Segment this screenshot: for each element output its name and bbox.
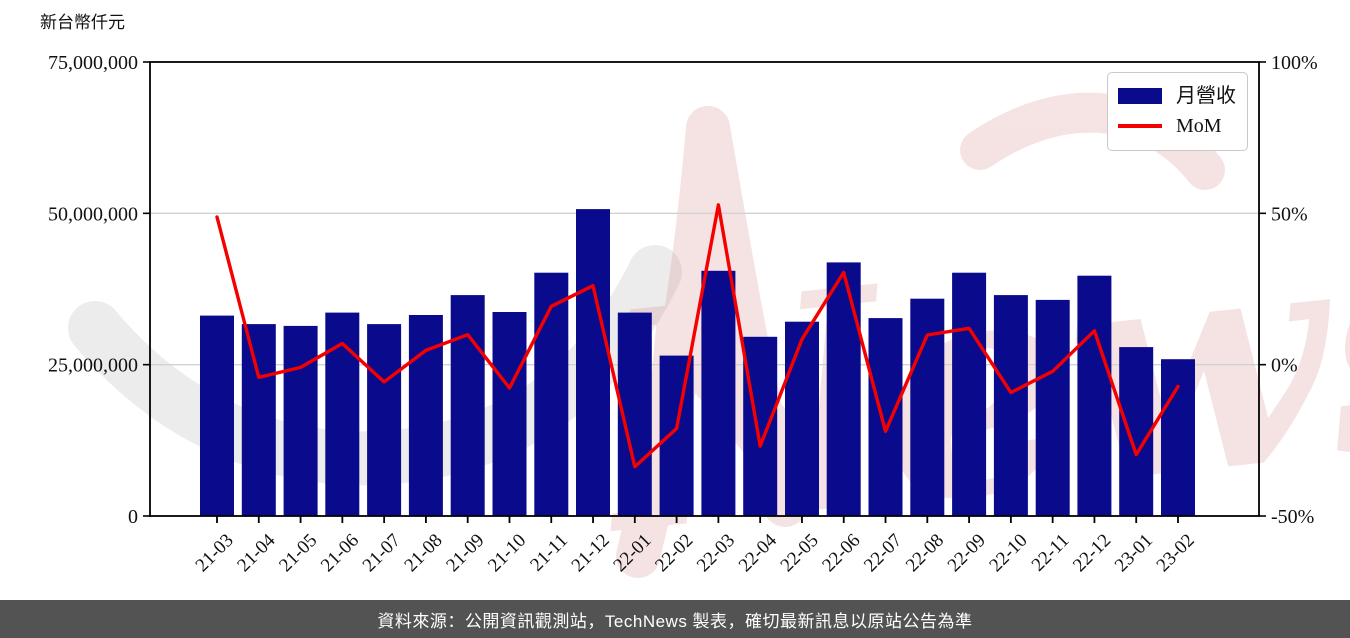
revenue-bars bbox=[200, 209, 1195, 516]
x-tick-label-21-06: 21-06 bbox=[317, 530, 363, 576]
x-tick-label-21-10: 21-10 bbox=[484, 530, 530, 576]
revenue-bar-22-09 bbox=[952, 272, 987, 516]
mom-line-swatch bbox=[1118, 124, 1162, 128]
revenue-bar-21-11 bbox=[534, 272, 569, 516]
revenue-bar-22-11 bbox=[1035, 299, 1070, 516]
legend-label-mom: MoM bbox=[1176, 115, 1222, 137]
legend-label-revenue: 月營收 bbox=[1176, 85, 1236, 107]
revenue-bar-22-04 bbox=[743, 336, 778, 516]
revenue-bar-22-08 bbox=[910, 298, 945, 516]
revenue-bar-21-12 bbox=[576, 209, 610, 516]
revenue-bar-swatch bbox=[1118, 88, 1162, 104]
y-tick-label: 75,000,000 bbox=[48, 52, 138, 74]
y2-tick-label: 0% bbox=[1271, 355, 1298, 377]
y2-tick-label: 50% bbox=[1271, 203, 1308, 225]
chart-legend: 月營收 MoM bbox=[1107, 72, 1248, 151]
y2-tick-label: -50% bbox=[1271, 506, 1314, 528]
revenue-bar-21-10 bbox=[492, 312, 527, 516]
revenue-bar-21-04 bbox=[241, 324, 276, 516]
x-tick-label-21-05: 21-05 bbox=[275, 530, 321, 576]
source-attribution-bar: 資料來源：公開資訊觀測站，TechNews 製表，確切最新訊息以原站公告為準 bbox=[0, 600, 1350, 638]
x-tick-label-21-12: 21-12 bbox=[568, 530, 614, 576]
legend-item-revenue: 月營收 bbox=[1118, 81, 1237, 111]
x-tick-label-21-03: 21-03 bbox=[192, 530, 238, 576]
y-tick-label: 0 bbox=[128, 506, 138, 528]
revenue-bar-21-03 bbox=[200, 315, 234, 516]
x-tick-label-21-07: 21-07 bbox=[359, 530, 405, 576]
revenue-bar-23-02 bbox=[1161, 359, 1195, 516]
revenue-bar-22-07 bbox=[868, 318, 903, 516]
x-tick-label-21-09: 21-09 bbox=[442, 530, 488, 576]
revenue-bar-22-05 bbox=[785, 321, 819, 516]
x-tick-label-21-11: 21-11 bbox=[526, 530, 572, 576]
y-tick-label: 50,000,000 bbox=[48, 203, 138, 225]
revenue-bar-22-06 bbox=[826, 262, 861, 516]
revenue-bar-21-07 bbox=[367, 324, 402, 516]
revenue-bar-22-03 bbox=[701, 270, 736, 516]
revenue-bar-21-08 bbox=[408, 315, 443, 516]
legend-item-mom: MoM bbox=[1118, 111, 1237, 141]
revenue-mom-chart: News025,000,00050,000,00075,000,000-50%0… bbox=[48, 52, 1350, 600]
revenue-bar-22-12 bbox=[1077, 275, 1112, 516]
revenue-bar-22-10 bbox=[993, 295, 1028, 516]
revenue-bar-23-01 bbox=[1119, 347, 1154, 516]
revenue-bar-22-02 bbox=[659, 355, 694, 516]
mom-line bbox=[215, 203, 1180, 469]
x-tick-label-21-04: 21-04 bbox=[233, 530, 280, 577]
plot-border bbox=[149, 61, 1260, 517]
revenue-bar-21-05 bbox=[283, 325, 318, 516]
y-axis-title: 新台幣仟元 bbox=[40, 13, 125, 32]
y2-tick-label: 100% bbox=[1271, 52, 1318, 74]
x-tick-label-21-08: 21-08 bbox=[400, 530, 446, 576]
revenue-bar-21-09 bbox=[450, 295, 485, 516]
y-tick-label: 25,000,000 bbox=[48, 355, 138, 377]
revenue-bar-21-06 bbox=[325, 312, 360, 516]
